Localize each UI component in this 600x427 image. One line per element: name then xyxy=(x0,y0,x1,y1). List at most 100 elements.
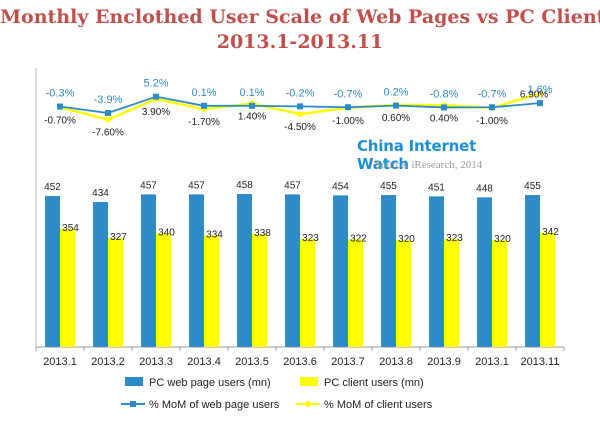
client-users-value-label: 320 xyxy=(398,234,415,245)
client-users-value-label: 340 xyxy=(158,227,175,238)
web-mom-point xyxy=(153,93,159,100)
x-tick-label: 2013.4 xyxy=(187,356,221,368)
web-users-value-label: 457 xyxy=(188,180,205,191)
x-tick-label: 2013.6 xyxy=(283,356,317,368)
client-users-bar xyxy=(540,232,555,347)
web-mom-label: 0.1% xyxy=(239,87,264,99)
client-mom-label: -0.70% xyxy=(44,115,76,126)
x-tick-label: 2013.1 xyxy=(475,356,509,368)
client-users-bar xyxy=(492,240,507,347)
chart-title: Monthly Enclothed User Scale of Web Page… xyxy=(0,6,600,28)
client-mom-point xyxy=(105,116,111,123)
web-users-bar xyxy=(333,195,348,347)
client-users-bar xyxy=(396,240,411,347)
web-mom-point xyxy=(249,102,255,109)
x-tick-label: 2013.3 xyxy=(139,356,173,368)
web-users-value-label: 457 xyxy=(284,180,301,191)
client-mom-label: -1.00% xyxy=(476,116,508,127)
client-users-value-label: 323 xyxy=(446,233,463,244)
x-tick-label: 2013.8 xyxy=(379,356,413,368)
x-tick-label: 2013.11 xyxy=(521,356,560,368)
client-users-bar xyxy=(300,239,315,347)
web-users-value-label: 458 xyxy=(236,180,253,191)
client-mom-label: -1.00% xyxy=(332,116,364,127)
legend-label: % MoM of client users xyxy=(324,399,433,411)
source-note: Source: iResearch, 2014 xyxy=(375,159,483,171)
client-users-bar xyxy=(252,234,267,347)
web-users-bar xyxy=(477,197,492,347)
client-users-bar xyxy=(204,235,219,347)
client-mom-label: -4.50% xyxy=(284,122,316,133)
web-users-value-label: 434 xyxy=(92,188,109,199)
web-users-bar xyxy=(93,202,108,347)
web-mom-point xyxy=(201,102,207,109)
x-tick-label: 2013.1 xyxy=(43,356,77,368)
web-mom-label: 0.1% xyxy=(191,87,216,99)
web-users-value-label: 455 xyxy=(524,181,541,192)
client-users-value-label: 322 xyxy=(350,233,367,244)
client-users-value-label: 327 xyxy=(110,232,127,243)
brand-watermark: China Internet Watch xyxy=(357,137,477,173)
web-mom-point xyxy=(441,104,447,111)
web-mom-label: -0.7% xyxy=(478,88,507,100)
legend-marker xyxy=(130,401,136,407)
web-users-bar xyxy=(285,194,300,347)
client-users-value-label: 338 xyxy=(254,228,271,239)
web-mom-label: 1.6% xyxy=(527,84,552,96)
web-mom-label: -0.2% xyxy=(286,87,315,99)
client-users-value-label: 323 xyxy=(302,233,319,244)
client-users-bar xyxy=(108,237,123,347)
client-mom-point xyxy=(537,90,543,97)
client-users-value-label: 320 xyxy=(494,234,511,245)
client-users-bar xyxy=(444,239,459,347)
web-users-bar xyxy=(45,196,60,347)
web-mom-point xyxy=(393,102,399,109)
web-users-value-label: 455 xyxy=(380,181,397,192)
client-users-bar xyxy=(60,228,75,347)
web-mom-label: -0.7% xyxy=(334,88,363,100)
web-users-bar xyxy=(237,194,252,347)
legend-marker xyxy=(305,401,311,407)
web-users-value-label: 451 xyxy=(428,182,445,193)
web-users-bar xyxy=(189,194,204,347)
legend-label: PC client users (mn) xyxy=(324,377,424,389)
chart-subtitle: 2013.1-2013.11 xyxy=(216,31,384,53)
x-tick-label: 2013.2 xyxy=(91,356,125,368)
legend-label: PC web page users (mn) xyxy=(149,377,271,389)
x-tick-label: 2013.9 xyxy=(427,356,461,368)
web-users-value-label: 452 xyxy=(44,182,61,193)
web-mom-label: -0.3% xyxy=(46,88,75,100)
web-mom-label: -3.9% xyxy=(94,94,123,106)
web-mom-point xyxy=(297,103,303,110)
client-mom-label: -7.60% xyxy=(92,128,124,139)
client-users-value-label: 342 xyxy=(542,227,559,238)
web-mom-label: 5.2% xyxy=(143,78,168,90)
client-mom-point xyxy=(297,111,303,118)
legend-swatch xyxy=(125,377,143,386)
web-users-bar xyxy=(141,194,156,347)
client-mom-label: 1.40% xyxy=(238,111,266,122)
client-users-value-label: 334 xyxy=(206,229,223,240)
web-users-bar xyxy=(429,196,444,347)
client-mom-label: 0.40% xyxy=(430,113,458,124)
web-mom-point xyxy=(57,103,63,110)
legend-label: % MoM of web page users xyxy=(149,399,280,411)
web-mom-label: -0.8% xyxy=(430,88,459,100)
web-mom-point xyxy=(537,100,543,107)
web-mom-label: 0.2% xyxy=(383,87,408,99)
web-mom-point xyxy=(105,110,111,117)
client-users-bar xyxy=(348,239,363,347)
legend-swatch xyxy=(300,377,318,386)
x-tick-label: 2013.7 xyxy=(331,356,365,368)
web-users-value-label: 457 xyxy=(140,180,157,191)
client-mom-label: -1.70% xyxy=(188,117,220,128)
client-mom-label: 3.90% xyxy=(142,107,170,118)
client-mom-label: 6.90% xyxy=(520,90,548,101)
web-mom-point xyxy=(345,104,351,111)
client-mom-label: 0.60% xyxy=(382,113,410,124)
client-users-bar xyxy=(156,233,171,347)
web-users-bar xyxy=(525,195,540,347)
x-tick-label: 2013.5 xyxy=(235,356,269,368)
